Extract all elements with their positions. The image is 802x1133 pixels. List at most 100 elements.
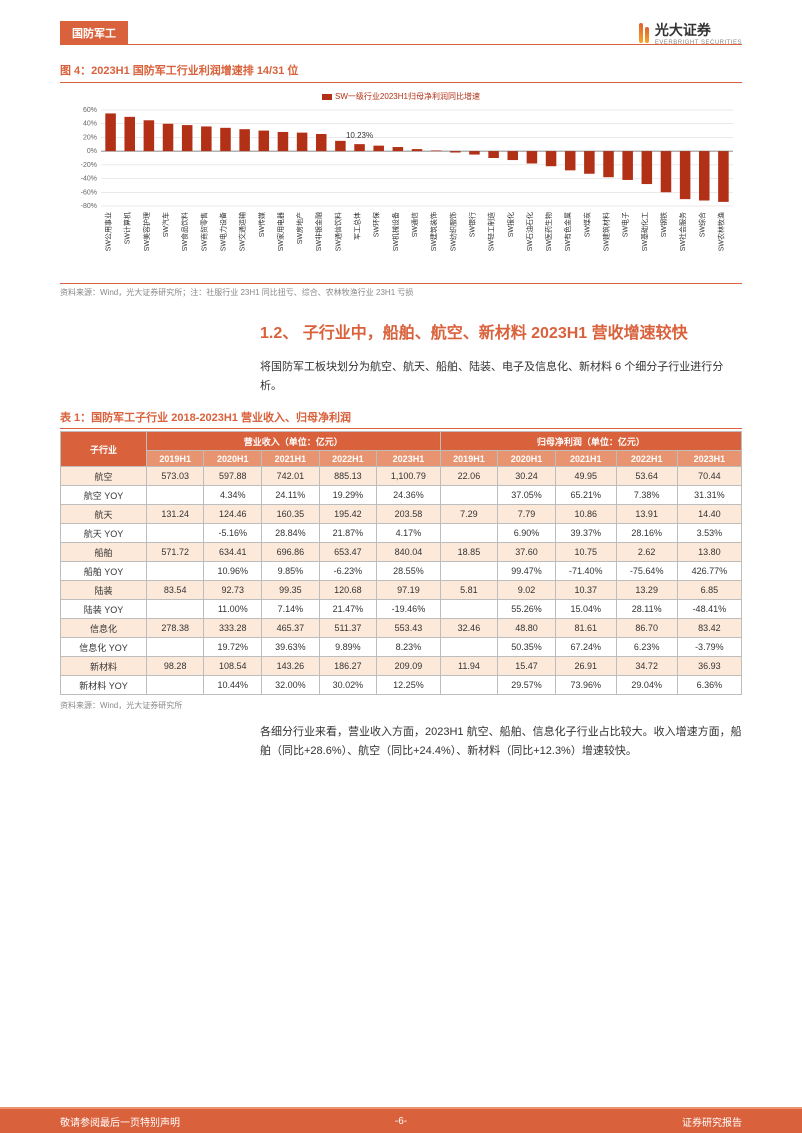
svg-text:SW综合: SW综合 (697, 212, 706, 237)
cell: 203.58 (377, 505, 440, 524)
figure4-chart: SW一级行业2023H1归母净利润同比增速 -80%-60%-40%-20%0%… (60, 91, 742, 281)
cell: 30.24 (498, 467, 556, 486)
cell: 15.04% (555, 600, 616, 619)
svg-text:SW机械设备: SW机械设备 (391, 212, 400, 251)
cell: 13.80 (677, 543, 741, 562)
cell: 15.47 (498, 657, 556, 676)
cell: 39.63% (262, 638, 320, 657)
row-label: 陆装 YOY (61, 600, 147, 619)
svg-text:SW环保: SW环保 (372, 212, 381, 237)
cell: 124.46 (204, 505, 262, 524)
cell: 8.23% (377, 638, 440, 657)
cell: 12.25% (377, 676, 440, 695)
cell: 13.91 (616, 505, 677, 524)
para2: 各细分行业来看，营业收入方面，2023H1 航空、船舶、信息化子行业占比较大。收… (260, 723, 742, 760)
cell: 67.24% (555, 638, 616, 657)
svg-text:20%: 20% (83, 134, 97, 141)
cell: 99.35 (262, 581, 320, 600)
svg-text:SW报化: SW报化 (506, 212, 515, 237)
cell: 186.27 (319, 657, 377, 676)
row-label: 航天 YOY (61, 524, 147, 543)
cell: 70.44 (677, 467, 741, 486)
cell: 36.93 (677, 657, 741, 676)
cell (440, 524, 498, 543)
cell: 83.54 (146, 581, 204, 600)
logo-icon (635, 23, 651, 43)
cell: 511.37 (319, 619, 377, 638)
cell: 10.86 (555, 505, 616, 524)
cell: 39.37% (555, 524, 616, 543)
svg-text:SW有色金属: SW有色金属 (563, 212, 572, 251)
cell: 34.72 (616, 657, 677, 676)
cell (146, 562, 204, 581)
cell: 29.04% (616, 676, 677, 695)
table-row: 陆装 YOY11.00%7.14%21.47%-19.46%55.26%15.0… (61, 600, 742, 619)
row-label: 新材料 YOY (61, 676, 147, 695)
footer-right: 证券研究报告 (682, 1114, 742, 1129)
cell (440, 562, 498, 581)
cell: 24.36% (377, 486, 440, 505)
svg-text:SW汽车: SW汽车 (161, 212, 170, 237)
cell: 83.42 (677, 619, 741, 638)
col-year: 2022H1 (616, 451, 677, 467)
cell: 65.21% (555, 486, 616, 505)
legend-label: SW一级行业2023H1归母净利润同比增速 (335, 92, 480, 101)
row-label: 信息化 (61, 619, 147, 638)
cell: 7.14% (262, 600, 320, 619)
cell (440, 676, 498, 695)
table-row: 新材料98.28108.54143.26186.27209.0911.9415.… (61, 657, 742, 676)
cell: 73.96% (555, 676, 616, 695)
svg-text:10.23%: 10.23% (346, 131, 373, 140)
cell: 553.43 (377, 619, 440, 638)
table-row: 航空 YOY4.34%24.11%19.29%24.36%37.05%65.21… (61, 486, 742, 505)
cell: 6.90% (498, 524, 556, 543)
table-row: 陆装83.5492.7399.35120.6897.195.819.0210.3… (61, 581, 742, 600)
figure4-source: 资料来源：Wind，光大证券研究所；注：社服行业 23H1 同比扭亏、综合、农林… (60, 283, 742, 298)
row-label: 航空 (61, 467, 147, 486)
cell: 13.29 (616, 581, 677, 600)
cell (440, 600, 498, 619)
cell: 160.35 (262, 505, 320, 524)
cell: 131.24 (146, 505, 204, 524)
table1: 子行业营业收入（单位：亿元）归母净利润（单位：亿元）2019H12020H120… (60, 431, 742, 695)
svg-text:SW轻工制造: SW轻工制造 (487, 212, 496, 251)
cell: 28.84% (262, 524, 320, 543)
cell: 2.62 (616, 543, 677, 562)
svg-text:SW钢铁: SW钢铁 (659, 212, 668, 237)
cell: -3.79% (677, 638, 741, 657)
cell: 11.94 (440, 657, 498, 676)
svg-text:SW建筑材料: SW建筑材料 (602, 212, 611, 251)
col-year: 2019H1 (440, 451, 498, 467)
cell: -19.46% (377, 600, 440, 619)
col-year: 2020H1 (204, 451, 262, 467)
table-row: 航天 YOY-5.16%28.84%21.87%4.17%6.90%39.37%… (61, 524, 742, 543)
svg-text:-80%: -80% (81, 203, 97, 210)
cell: 6.23% (616, 638, 677, 657)
cell: 28.16% (616, 524, 677, 543)
cell: -48.41% (677, 600, 741, 619)
svg-text:SW煤炭: SW煤炭 (582, 212, 591, 237)
cell: 108.54 (204, 657, 262, 676)
row-label: 航天 (61, 505, 147, 524)
row-label: 船舶 YOY (61, 562, 147, 581)
cell: 840.04 (377, 543, 440, 562)
cell: 37.05% (498, 486, 556, 505)
table1-title: 表 1：国防军工子行业 2018-2023H1 营业收入、归母净利润 (60, 409, 742, 429)
page-content: 图 4：2023H1 国防军工行业利润增速排 14/31 位 SW一级行业202… (60, 62, 742, 761)
svg-text:-60%: -60% (81, 189, 97, 196)
svg-text:SW纺织服饰: SW纺织服饰 (448, 212, 457, 251)
cell: 26.91 (555, 657, 616, 676)
logo-subtext: EVERBRIGHT SECURITIES (655, 40, 742, 46)
cell: 426.77% (677, 562, 741, 581)
cell: 53.64 (616, 467, 677, 486)
page-footer: 敬请参阅最后一页特别声明 -6- 证券研究报告 (0, 1107, 802, 1133)
cell: 1,100.79 (377, 467, 440, 486)
svg-text:SW美容护理: SW美容护理 (142, 212, 151, 251)
cell: -5.16% (204, 524, 262, 543)
svg-text:SW房地产: SW房地产 (295, 212, 304, 244)
svg-text:SW通信: SW通信 (410, 212, 419, 237)
section-1-2-heading: 1.2、 子行业中，船舶、航空、新材料 2023H1 营收增速较快 (260, 322, 742, 346)
cell (146, 638, 204, 657)
table-row: 信息化 YOY19.72%39.63%9.89%8.23%50.35%67.24… (61, 638, 742, 657)
header-divider (60, 44, 742, 45)
